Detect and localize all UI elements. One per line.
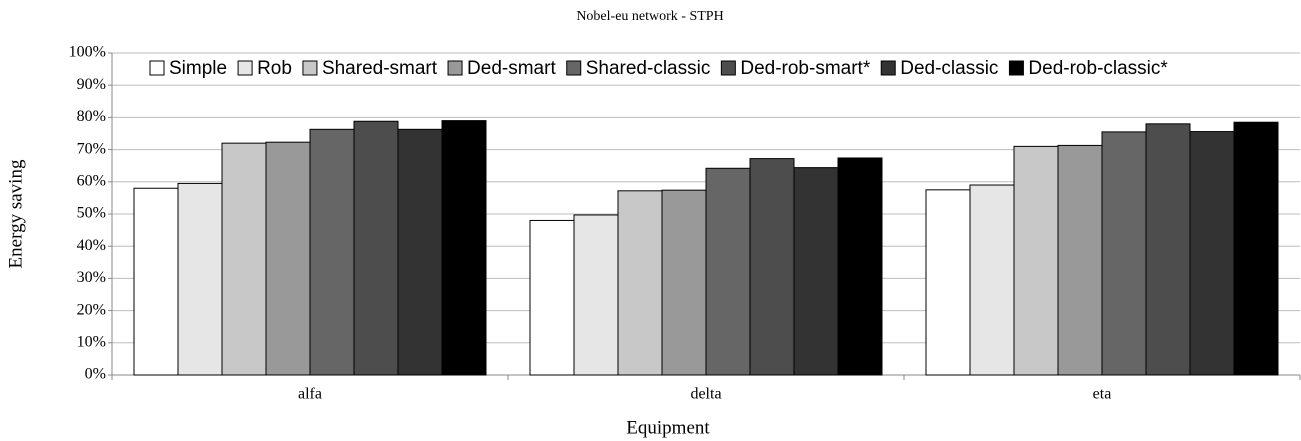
y-tick-label: 50% (77, 205, 106, 222)
legend-label: Rob (257, 58, 292, 79)
x-axis-title: Equipment (626, 417, 710, 438)
legend-swatch (720, 60, 736, 76)
legend-label: Shared-classic (586, 58, 711, 79)
bar (265, 141, 311, 376)
bar (661, 189, 707, 376)
bar (353, 120, 399, 376)
legend-label: Ded-rob-classic* (1028, 58, 1168, 79)
bar (925, 189, 971, 376)
legend-swatch (237, 60, 253, 76)
chart-title: Nobel-eu network - STPH (576, 9, 723, 24)
bar (133, 187, 179, 376)
bar (221, 142, 267, 376)
legend-label: Ded-classic (900, 58, 998, 79)
bar (969, 184, 1015, 376)
bar (573, 214, 619, 376)
x-tick-label: eta (1093, 386, 1112, 403)
bar (837, 157, 883, 376)
y-tick-label: 80% (77, 108, 106, 125)
bar (529, 219, 575, 376)
y-tick-label: 100% (69, 44, 106, 61)
legend-swatch (1008, 60, 1024, 76)
bar (617, 190, 663, 376)
bar (397, 128, 443, 376)
legend-label: Ded-rob-smart* (740, 58, 870, 79)
bar (441, 120, 487, 376)
y-tick-label: 10% (77, 333, 106, 350)
bar (1233, 121, 1279, 376)
bar (1145, 123, 1191, 376)
bar (1057, 144, 1103, 376)
y-tick-label: 60% (77, 172, 106, 189)
bar (1013, 145, 1059, 376)
y-axis-title: Energy saving (5, 159, 26, 268)
bar (793, 167, 839, 376)
legend-label: Ded-smart (467, 58, 556, 79)
bar (309, 128, 355, 376)
legend-label: Simple (169, 58, 227, 79)
bar (749, 158, 795, 376)
y-tick-label: 70% (77, 140, 106, 157)
y-tick-label: 0% (85, 366, 106, 383)
legend-swatch (302, 60, 318, 76)
bar (1101, 131, 1147, 376)
legend-swatch (566, 60, 582, 76)
y-tick-label: 20% (77, 301, 106, 318)
legend-swatch (149, 60, 165, 76)
y-tick-label: 30% (77, 269, 106, 286)
bar (705, 167, 751, 376)
y-tick-label: 90% (77, 76, 106, 93)
bar (177, 182, 223, 376)
x-tick-label: delta (690, 386, 721, 403)
legend-swatch (880, 60, 896, 76)
x-tick-label: alfa (298, 386, 322, 403)
legend-label: Shared-smart (322, 58, 438, 79)
legend-swatch (447, 60, 463, 76)
bar (1189, 131, 1235, 376)
y-tick-label: 40% (77, 237, 106, 254)
